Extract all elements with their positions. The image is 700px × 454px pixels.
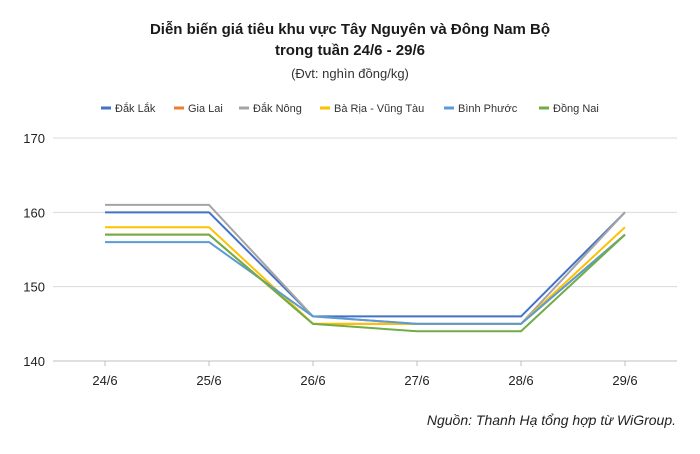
y-tick-label: 150 <box>23 280 45 295</box>
chart-title: Diễn biến giá tiêu khu vực Tây Nguyên và… <box>149 21 551 38</box>
chart-subtitle: (Đvt: nghìn đồng/kg) <box>291 66 409 81</box>
legend-label: Đắk Nông <box>253 102 302 115</box>
series-line-6 <box>105 233 626 333</box>
x-tick-label: 24/6 <box>92 373 117 388</box>
legend-label: Bà Rịa - Vũng Tàu <box>334 103 424 115</box>
x-tick-label: 28/6 <box>508 373 533 388</box>
source-note: Nguồn: Thanh Hạ tổng hợp từ WiGroup. <box>426 412 676 428</box>
series-lines <box>105 203 626 333</box>
chart-title-line2: trong tuần 24/6 - 29/6 <box>274 42 426 59</box>
x-tick-label: 29/6 <box>612 373 637 388</box>
y-tick-label: 140 <box>23 354 45 369</box>
legend-label: Gia Lai <box>188 103 223 115</box>
legend-label: Bình Phước <box>458 103 518 115</box>
series-line-5 <box>105 233 626 325</box>
y-tick-label: 160 <box>23 205 45 220</box>
legend-label: Đồng Nai <box>553 103 599 115</box>
y-tick-label: 170 <box>23 131 45 146</box>
axes: 140 150 160 170 24/6 25/6 26/6 27/6 28/6 29/6 <box>23 131 637 388</box>
x-tick-label: 25/6 <box>196 373 221 388</box>
legend-label: Đắk Lắk <box>115 102 156 115</box>
series-line-2 <box>105 233 626 325</box>
x-tick-label: 26/6 <box>300 373 325 388</box>
x-tick-label: 27/6 <box>404 373 429 388</box>
legend: Đắk Lắk Gia Lai Đắk Nông Bà Rịa - Vũng Tàu B… <box>101 102 599 115</box>
series-line-1 <box>105 211 626 318</box>
